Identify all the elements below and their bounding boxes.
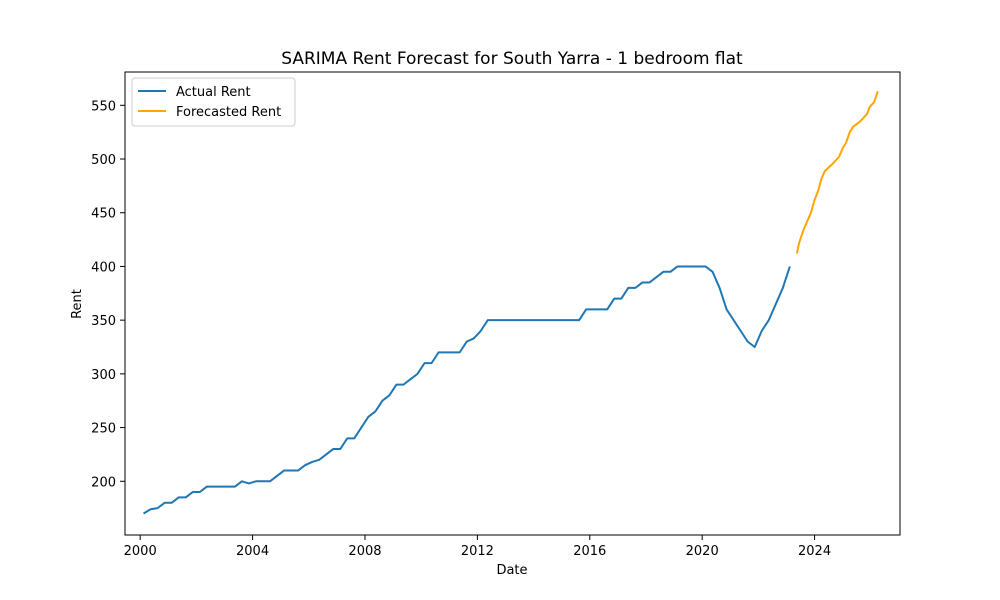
series-line-0 <box>143 265 791 515</box>
x-tick-label: 2004 <box>236 544 269 559</box>
series-line-1 <box>795 91 879 254</box>
x-tick-label: 2008 <box>348 544 381 559</box>
legend: Actual Rent Forecasted Rent <box>131 77 296 127</box>
y-tick-label: 500 <box>91 153 116 168</box>
y-tick-label: 450 <box>91 207 116 222</box>
legend-label-1: Forecasted Rent <box>176 105 281 120</box>
legend-label-0: Actual Rent <box>176 85 251 100</box>
chart-title: SARIMA Rent Forecast for South Yarra - 1… <box>281 49 743 69</box>
y-axis-title: Rent <box>70 289 85 319</box>
x-tick-label: 2000 <box>124 544 157 559</box>
x-tick-label: 2024 <box>798 544 831 559</box>
x-axis-title: Date <box>496 563 527 578</box>
plot-area <box>143 91 879 515</box>
legend-box <box>131 77 296 127</box>
x-tick-label: 2016 <box>573 544 606 559</box>
y-tick-label: 550 <box>91 99 116 114</box>
y-tick-label: 300 <box>91 368 116 383</box>
plot-frame <box>124 71 901 536</box>
axes: 2000 2004 2008 2012 2016 2020 2024 200 250 300 350… <box>91 71 901 559</box>
y-tick-label: 350 <box>91 314 116 329</box>
x-tick-label: 2012 <box>461 544 494 559</box>
y-tick-label: 250 <box>91 422 116 437</box>
x-tick-label: 2020 <box>686 544 719 559</box>
y-tick-label: 200 <box>91 475 116 490</box>
y-tick-label: 400 <box>91 260 116 275</box>
